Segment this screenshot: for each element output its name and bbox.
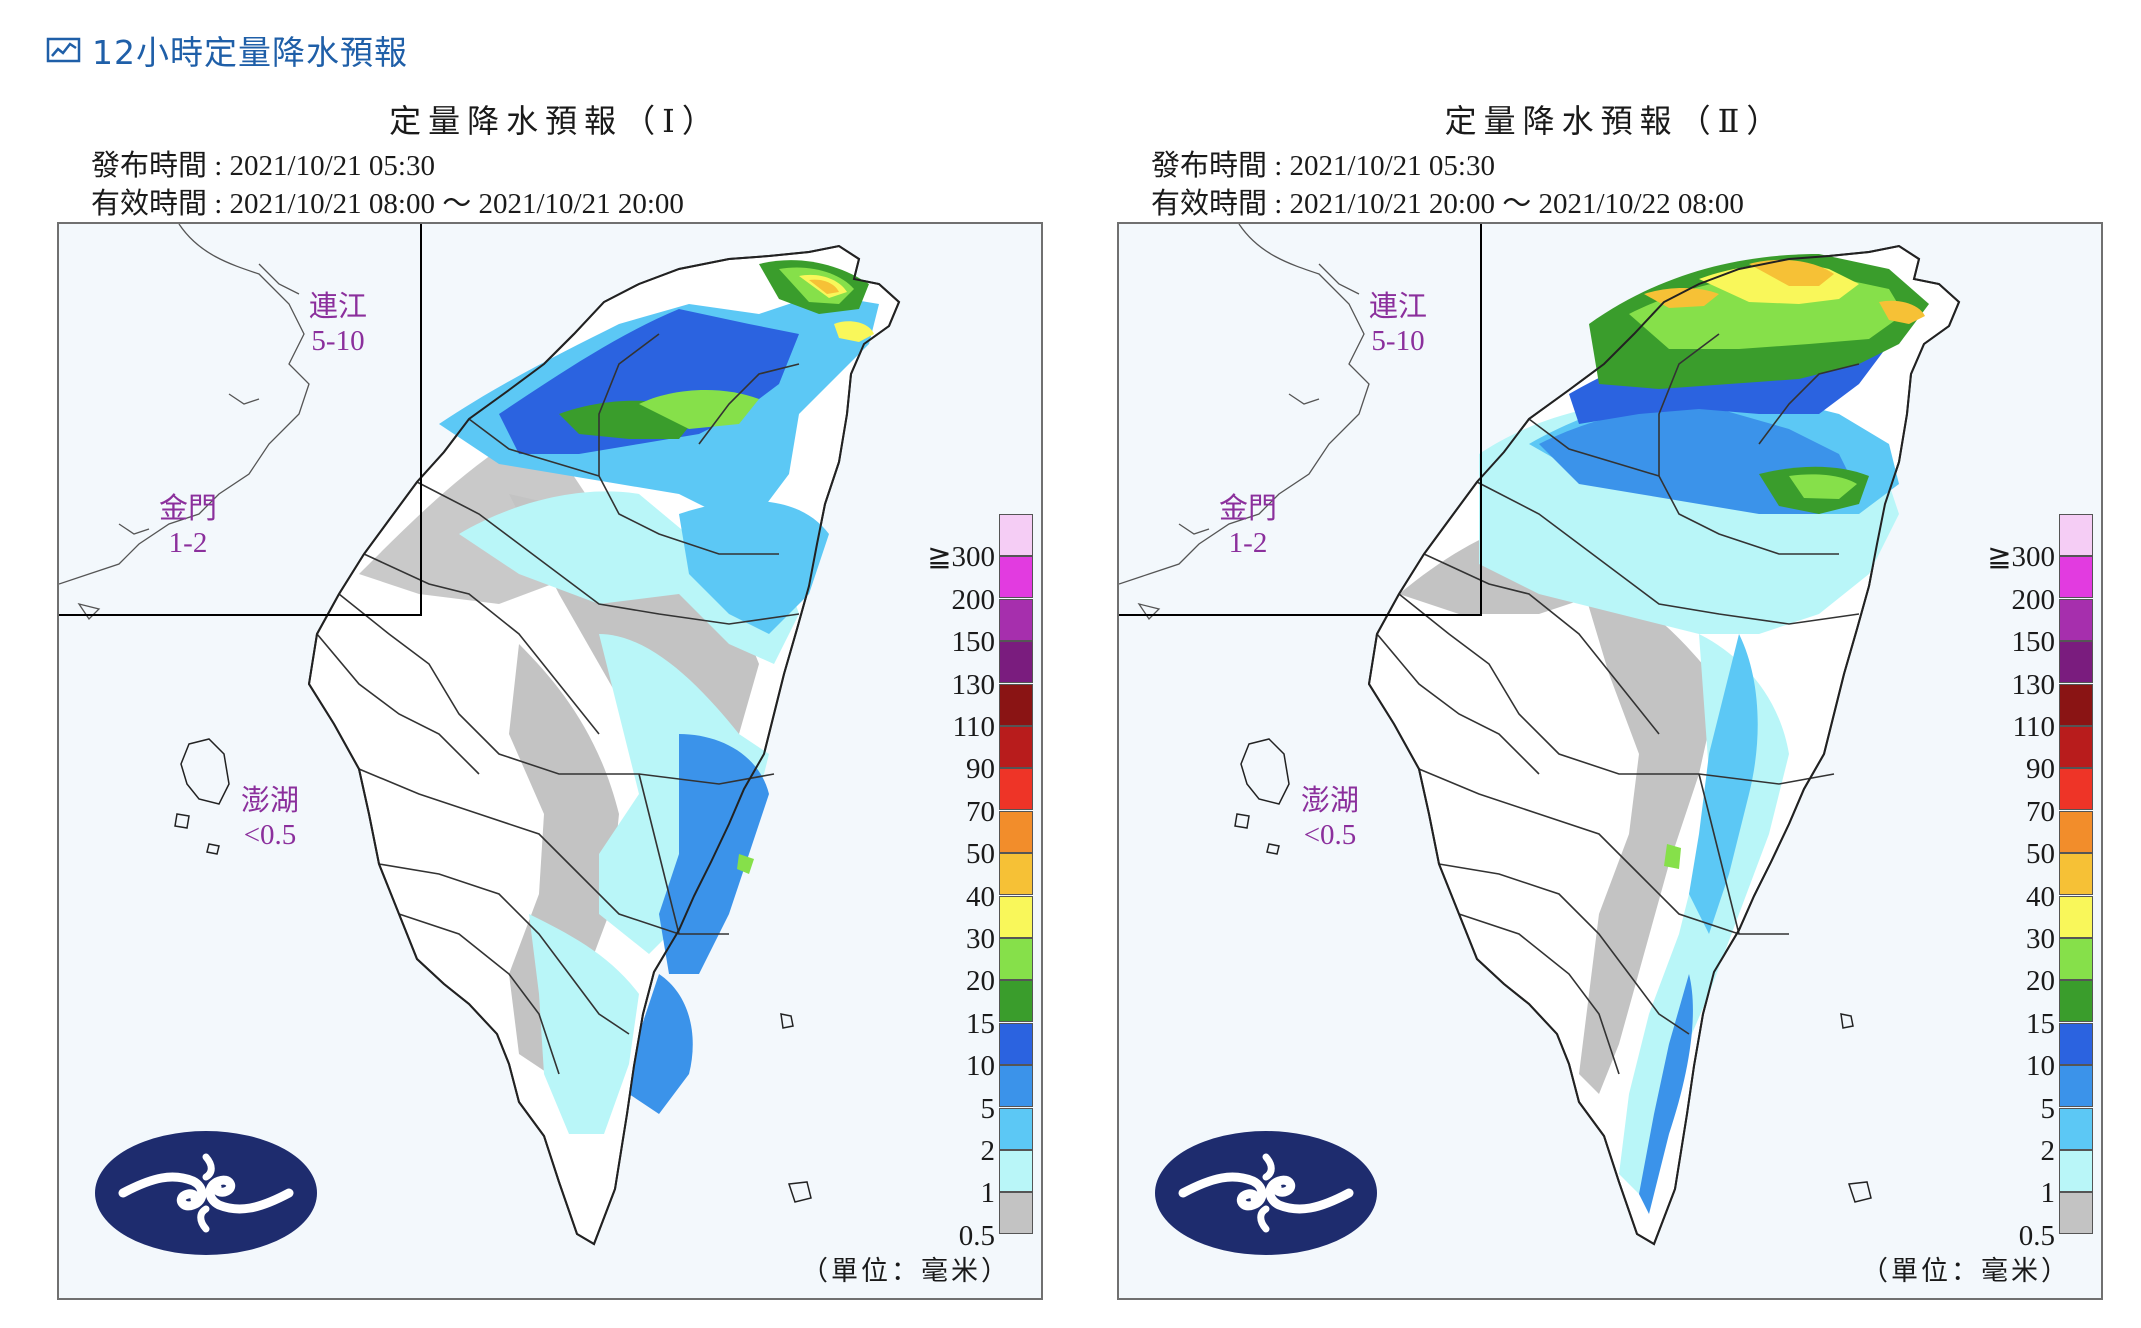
- legend-label: 70: [966, 795, 995, 828]
- legend-swatch: [2059, 938, 2093, 980]
- legend-label: 0.5: [958, 1219, 995, 1252]
- legend-label: 15: [2026, 1007, 2055, 1040]
- panel-title: 定量降水預報（Ⅱ）: [1444, 102, 1786, 140]
- legend-label: 150: [951, 626, 996, 659]
- legend-label: 10: [966, 1050, 995, 1083]
- legend-label: 50: [966, 838, 995, 871]
- legend-swatch: [2059, 598, 2093, 641]
- lienchiang-label: 連江 5-10: [1369, 291, 1428, 357]
- forecast-panel-2: 定量降水預報（Ⅱ） 發布時間 : 2021/10/21 05:30 有效時間 :…: [1115, 92, 2115, 1312]
- cwb-cloud-logo: [95, 1131, 317, 1255]
- legend-label: ≧300: [927, 541, 995, 574]
- legend-swatch: [2059, 514, 2093, 556]
- legend-swatch: [999, 768, 1033, 811]
- legend-label: 2: [980, 1135, 996, 1167]
- legend-label: 5: [2040, 1092, 2056, 1125]
- legend-swatch: [2059, 810, 2093, 853]
- legend-label: 40: [966, 880, 995, 913]
- legend-swatch: [999, 938, 1033, 980]
- legend-label: 90: [2026, 753, 2055, 786]
- legend-label: 130: [2011, 668, 2056, 701]
- legend-label: 2: [2040, 1135, 2056, 1167]
- legend-swatch: [999, 1022, 1033, 1065]
- page-title: 12小時定量降水預報: [92, 33, 408, 72]
- panel-title: 定量降水預報（Ⅰ）: [389, 102, 721, 140]
- line-chart-icon: [46, 37, 81, 63]
- issue-time: 發布時間 : 2021/10/21 05:30: [91, 150, 435, 182]
- legend-swatch: [999, 726, 1033, 768]
- legend-swatch: [2059, 1022, 2093, 1065]
- cwb-cloud-logo: [1155, 1131, 1377, 1255]
- lienchiang-label: 連江 5-10: [309, 291, 368, 357]
- issue-time: 發布時間 : 2021/10/21 05:30: [1151, 150, 1495, 182]
- legend-swatch: [999, 683, 1033, 726]
- taiwan-rainfall-map: [59, 224, 900, 1245]
- legend-label: 40: [2026, 880, 2055, 913]
- legend-label: 30: [2026, 923, 2055, 955]
- legend-swatch: [2059, 1107, 2093, 1150]
- offshore-islands-inset: [59, 224, 422, 616]
- legend-swatch: [999, 1065, 1033, 1108]
- legend-label: 90: [966, 753, 995, 786]
- rainfall-map: 連江 5-10 金門 1-2 澎湖 <0.5 ≧300 200 150 130 110 9…: [1117, 222, 2103, 1300]
- legend-label: 20: [966, 965, 995, 998]
- legend-label: 110: [952, 711, 995, 743]
- kinmen-label: 金門 1-2: [159, 493, 218, 559]
- valid-time: 有效時間 : 2021/10/21 08:00 ～ 2021/10/21 20:…: [91, 188, 684, 220]
- legend-swatch: [999, 1192, 1033, 1235]
- legend-swatch: [999, 853, 1033, 896]
- legend-swatch: [2059, 980, 2093, 1023]
- legend-swatch: [2059, 895, 2093, 938]
- legend-swatch: [2059, 1065, 2093, 1108]
- legend-label: 1: [980, 1177, 996, 1210]
- legend-label: 70: [2026, 795, 2055, 828]
- kinmen-label: 金門 1-2: [1219, 493, 1278, 559]
- legend-swatch: [999, 556, 1033, 599]
- legend-swatch: [999, 980, 1033, 1023]
- legend-swatch: [2059, 1150, 2093, 1192]
- unit-label: （單位：毫米）: [1861, 1256, 2071, 1287]
- legend-label: ≧300: [1987, 541, 2055, 574]
- legend-swatch: [2059, 556, 2093, 599]
- legend-label: 15: [966, 1007, 995, 1040]
- legend-swatch: [2059, 683, 2093, 726]
- offshore-islands-inset: [1119, 224, 1482, 616]
- valid-time: 有效時間 : 2021/10/21 20:00 ～ 2021/10/22 08:…: [1151, 188, 1744, 220]
- legend-label: 5: [980, 1092, 996, 1125]
- legend-label: 10: [2026, 1050, 2055, 1083]
- legend-swatch: [999, 641, 1033, 684]
- legend-label: 50: [2026, 838, 2055, 871]
- legend-swatch: [999, 810, 1033, 853]
- legend-swatch: [2059, 641, 2093, 684]
- legend-label: 20: [2026, 965, 2055, 998]
- legend-label: 30: [966, 923, 995, 955]
- rainfall-map: 連江 5-10 金門 1-2 澎湖 <0.5 ≧300 200 150 130 110 9…: [57, 222, 1043, 1300]
- taiwan-rainfall-map: [1119, 224, 1960, 1245]
- penghu-label: 澎湖 <0.5: [1301, 785, 1360, 851]
- legend-swatch: [2059, 1192, 2093, 1235]
- legend-swatch: [999, 598, 1033, 641]
- legend-label: 0.5: [2018, 1219, 2055, 1252]
- legend-swatch: [999, 514, 1033, 556]
- page-header: 12小時定量降水預報: [46, 28, 408, 72]
- forecast-panel-1: 定量降水預報（Ⅰ） 發布時間 : 2021/10/21 05:30 有效時間 :…: [55, 92, 1055, 1312]
- legend-label: 130: [951, 668, 996, 701]
- legend-label: 200: [951, 583, 996, 616]
- legend-swatch: [2059, 768, 2093, 811]
- legend-label: 1: [2040, 1177, 2056, 1210]
- legend-label: 110: [2012, 711, 2055, 743]
- legend-label: 150: [2011, 626, 2056, 659]
- legend-swatch: [999, 895, 1033, 938]
- unit-label: （單位：毫米）: [801, 1256, 1011, 1287]
- legend-swatch: [2059, 853, 2093, 896]
- legend-swatch: [2059, 726, 2093, 768]
- legend-swatch: [999, 1150, 1033, 1192]
- legend-swatch: [999, 1107, 1033, 1150]
- legend-label: 200: [2011, 583, 2056, 616]
- penghu-label: 澎湖 <0.5: [241, 785, 300, 851]
